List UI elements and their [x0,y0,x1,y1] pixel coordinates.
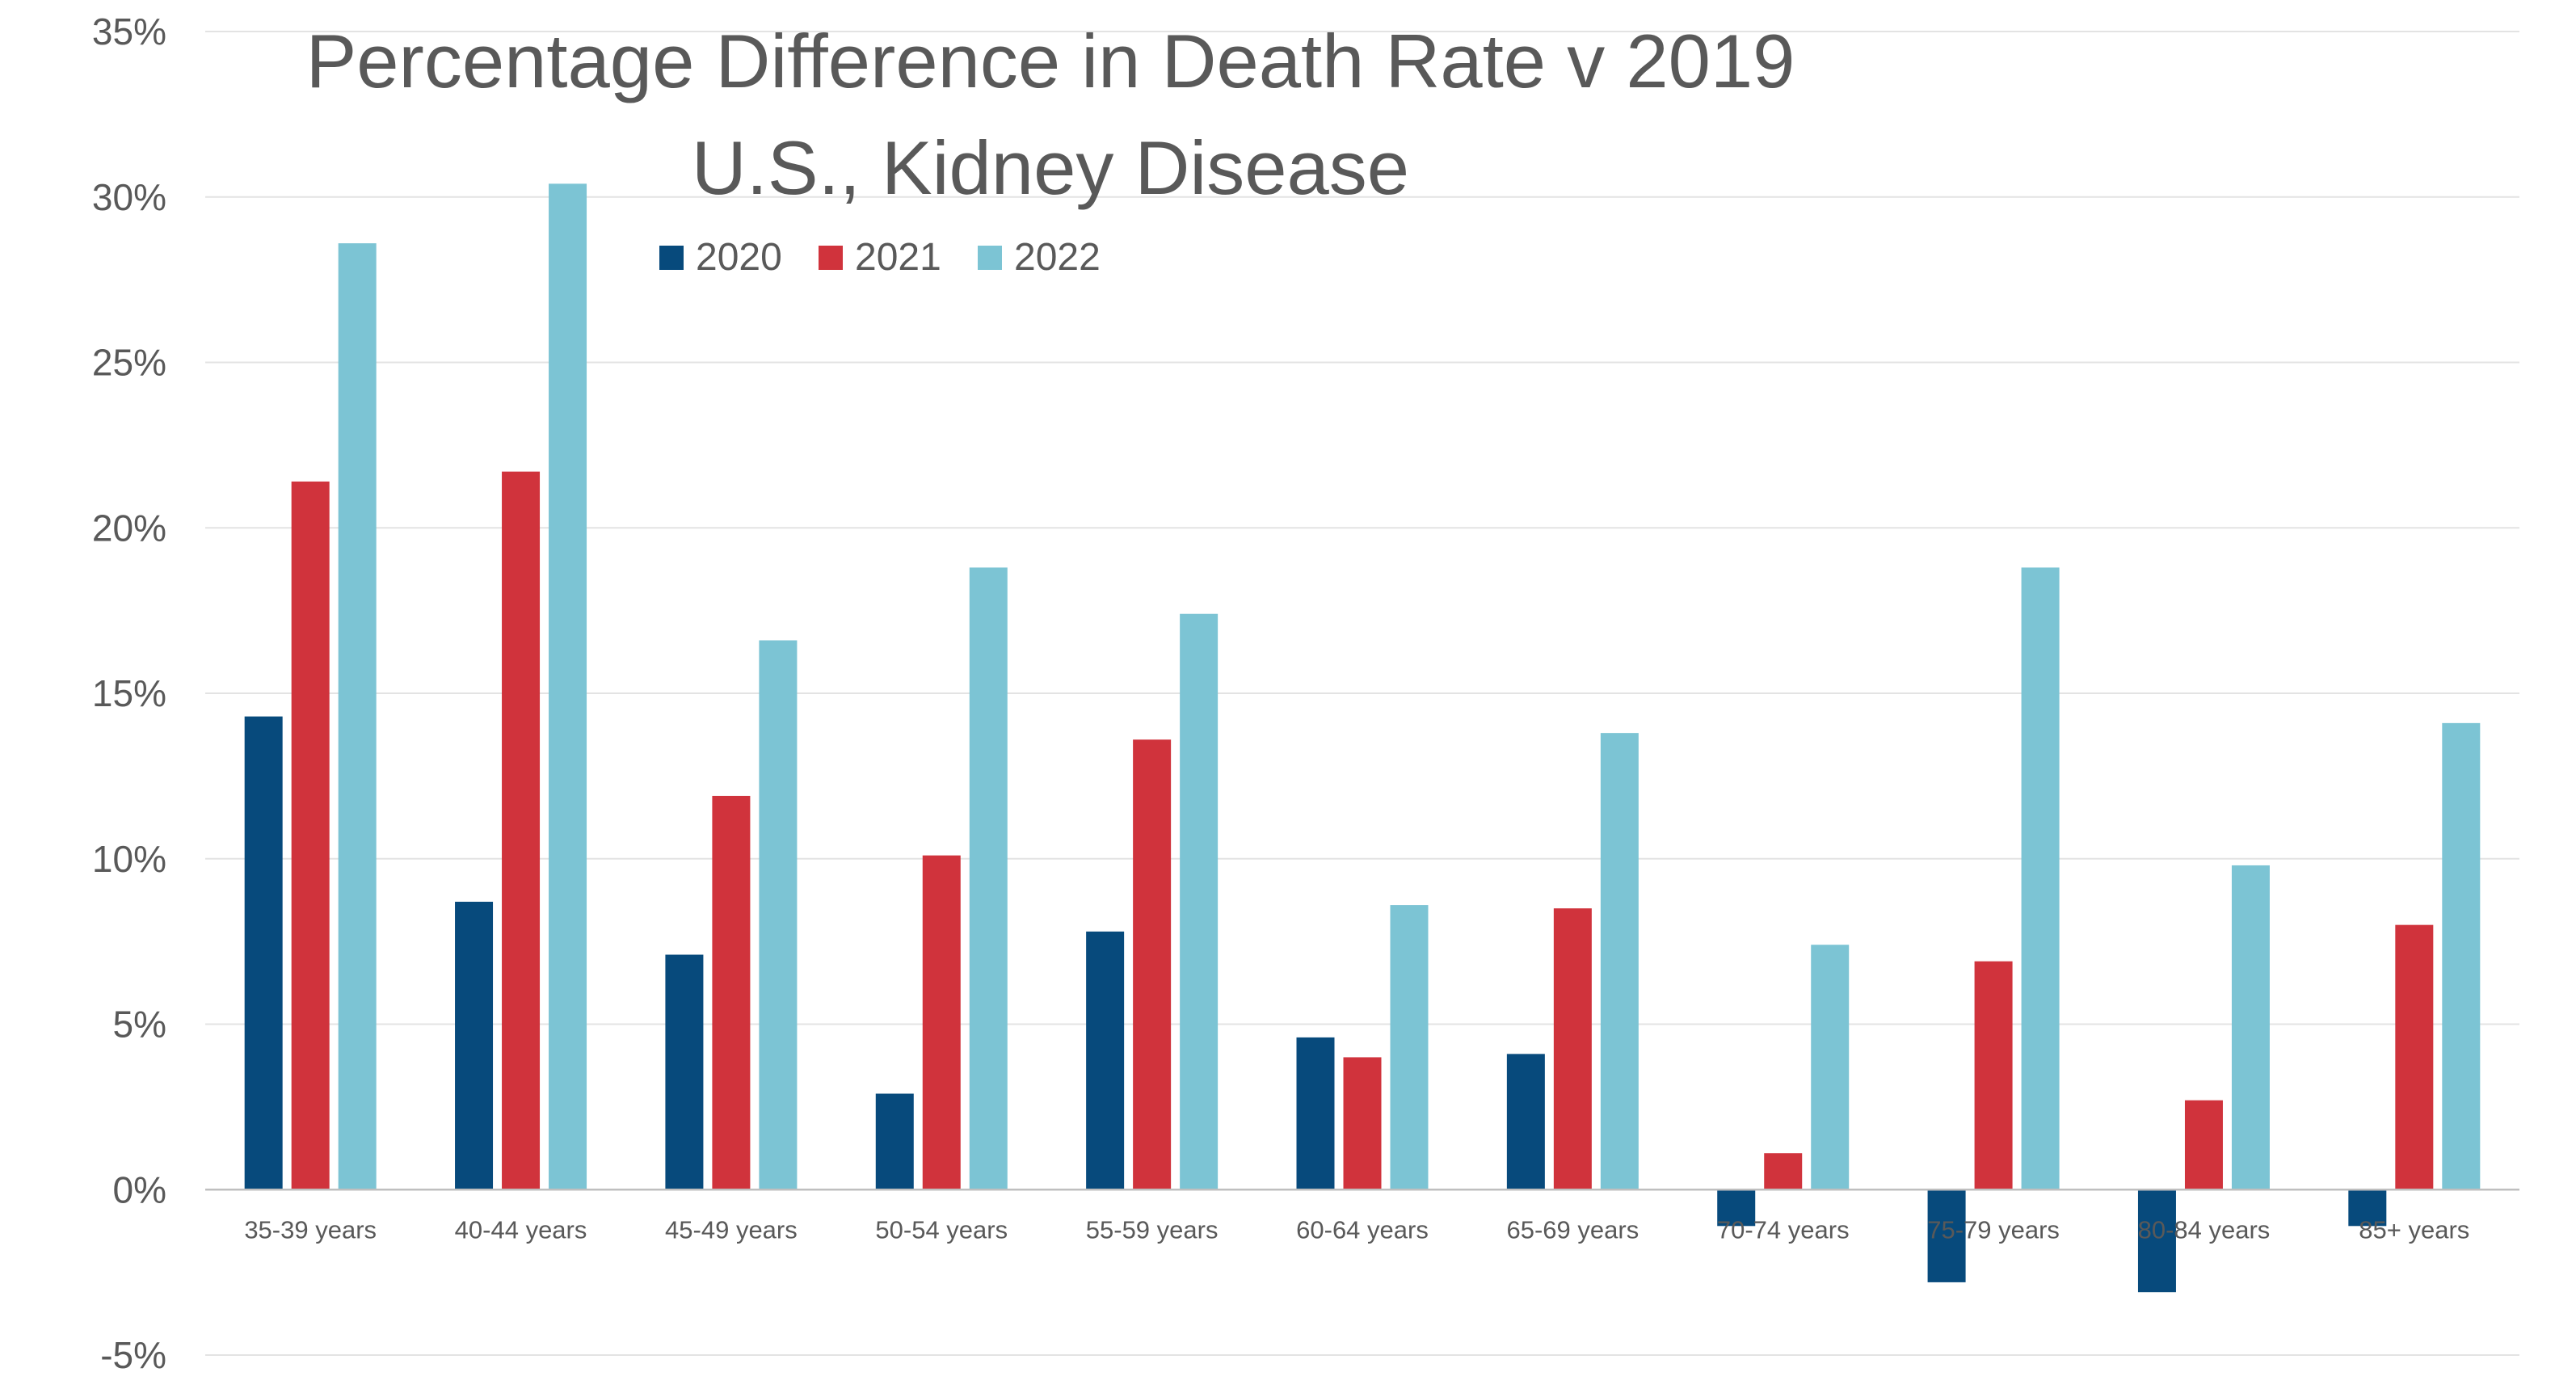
x-tick-label: 75-79 years [1927,1215,2060,1244]
x-tick-label: 65-69 years [1507,1215,1639,1244]
bar-2020-9 [2137,1189,2176,1293]
bar-2020-7 [1717,1189,1756,1227]
bar-2022-1 [549,183,587,1190]
gridlines [205,31,2519,1356]
y-tick-label: 35% [92,11,166,53]
bar-2021-4 [1133,739,1172,1190]
legend-label: 2021 [855,236,941,279]
bar-2020-2 [665,954,704,1190]
x-axis-ticks: 35-39 years 40-44 years 45-49 years 50-54 y… [244,1215,2469,1244]
bar-2021-6 [1553,908,1592,1190]
bar-2020-6 [1506,1054,1545,1190]
legend-item-2020: 2020 [659,236,782,279]
legend-label: 2022 [1014,236,1101,279]
y-tick-label: -5% [100,1334,166,1376]
bar-2020-4 [1086,931,1125,1190]
x-tick-label: 50-54 years [875,1215,1008,1244]
legend-swatch [978,246,1002,270]
bar-2020-1 [455,901,494,1190]
bar-2021-2 [712,795,751,1190]
bar-2022-10 [2442,722,2481,1190]
bar-2020-5 [1296,1037,1335,1190]
legend-item-2021: 2021 [819,236,941,279]
x-tick-label: 80-84 years [2138,1215,2271,1244]
y-tick-label: 0% [113,1168,166,1210]
legend-swatch [819,246,843,270]
y-tick-label: 5% [113,1004,166,1046]
bar-2021-8 [1974,961,2013,1190]
bar-2020-10 [2348,1189,2387,1227]
bar-2022-6 [1600,733,1639,1190]
bar-2021-3 [922,855,961,1190]
bar-2021-5 [1343,1057,1382,1190]
bar-2022-9 [2231,865,2270,1190]
bar-2022-4 [1180,613,1219,1190]
bar-2022-2 [759,640,798,1190]
bar-2022-7 [1811,945,1850,1190]
x-tick-label: 45-49 years [665,1215,798,1244]
y-tick-label: 30% [92,176,166,218]
y-tick-label: 25% [92,342,166,384]
bar-2021-1 [502,471,541,1190]
legend: 2020 2021 2022 [659,236,1101,279]
bar-2020-3 [875,1093,914,1190]
x-tick-label: 70-74 years [1717,1215,1850,1244]
x-tick-label: 85+ years [2359,1215,2469,1244]
bar-2022-5 [1390,905,1429,1190]
y-tick-label: 10% [92,838,166,880]
legend-item-2022: 2022 [978,236,1101,279]
x-tick-label: 40-44 years [455,1215,587,1244]
bar-2021-9 [2184,1100,2223,1190]
bar-2021-0 [291,481,330,1190]
legend-label: 2020 [696,236,782,279]
y-axis-ticks: 35% 30% 25% 20% 15% 10% 5% 0% -5% [92,11,166,1376]
chart-title: Percentage Difference in Death Rate v 20… [306,19,1795,103]
bar-2020-8 [1927,1189,1966,1282]
y-tick-label: 20% [92,507,166,549]
bar-2022-3 [969,567,1008,1190]
bar-2022-8 [2021,567,2060,1190]
legend-swatch [659,246,684,270]
bar-2021-10 [2395,924,2434,1190]
x-tick-label: 55-59 years [1086,1215,1219,1244]
bar-2022-0 [338,243,377,1190]
bar-2020-0 [244,716,283,1190]
x-tick-label: 60-64 years [1296,1215,1429,1244]
x-tick-label: 35-39 years [244,1215,377,1244]
y-tick-label: 15% [92,672,166,714]
chart-subtitle: U.S., Kidney Disease [692,125,1409,210]
bar-2021-7 [1764,1153,1803,1190]
bars [244,183,2481,1293]
